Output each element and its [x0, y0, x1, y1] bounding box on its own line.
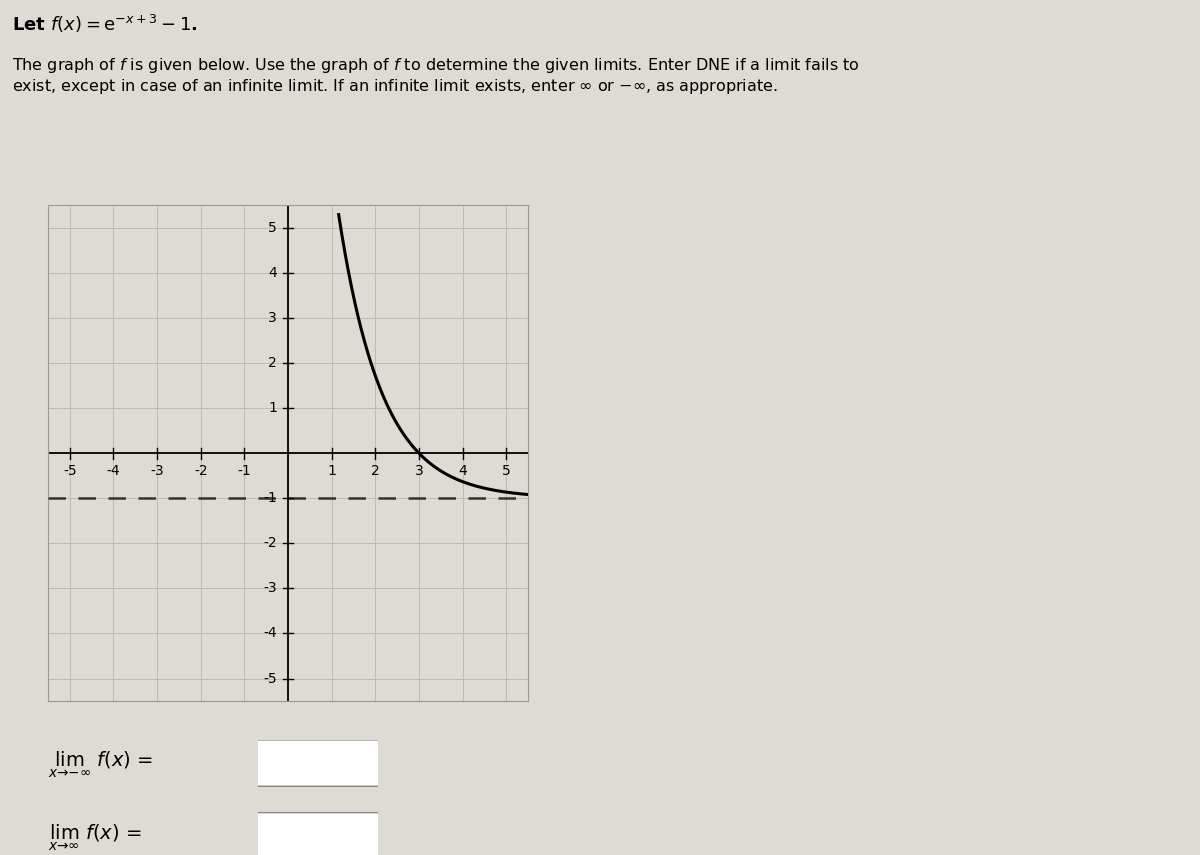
- Text: $\lim_{x \to \infty}$ $f(x)$ =: $\lim_{x \to \infty}$ $f(x)$ =: [48, 823, 142, 853]
- Text: 3: 3: [414, 464, 424, 479]
- Text: 5: 5: [502, 464, 510, 479]
- Text: -1: -1: [238, 464, 251, 479]
- Text: -4: -4: [107, 464, 120, 479]
- FancyBboxPatch shape: [254, 740, 382, 787]
- Text: 4: 4: [269, 266, 277, 280]
- Text: -3: -3: [150, 464, 164, 479]
- Text: 2: 2: [269, 356, 277, 370]
- Text: -5: -5: [264, 671, 277, 686]
- Text: 1: 1: [328, 464, 336, 479]
- Text: 1: 1: [269, 401, 277, 415]
- Text: The graph of $f$ is given below. Use the graph of $f$ to determine the given lim: The graph of $f$ is given below. Use the…: [12, 56, 860, 97]
- Text: Let $f(x) = \mathrm{e}^{-x+3} - 1$.: Let $f(x) = \mathrm{e}^{-x+3} - 1$.: [12, 13, 198, 35]
- Text: -5: -5: [64, 464, 77, 479]
- Text: -4: -4: [264, 627, 277, 640]
- Text: $\lim_{x \to -\infty}$ $f(x)$ =: $\lim_{x \to -\infty}$ $f(x)$ =: [48, 750, 154, 781]
- FancyBboxPatch shape: [254, 812, 382, 855]
- Text: 4: 4: [458, 464, 467, 479]
- Text: 3: 3: [269, 311, 277, 325]
- Text: -2: -2: [194, 464, 208, 479]
- Text: 5: 5: [269, 221, 277, 235]
- Text: -2: -2: [264, 536, 277, 551]
- Text: -1: -1: [263, 492, 277, 505]
- Text: 2: 2: [371, 464, 379, 479]
- Text: -3: -3: [264, 581, 277, 595]
